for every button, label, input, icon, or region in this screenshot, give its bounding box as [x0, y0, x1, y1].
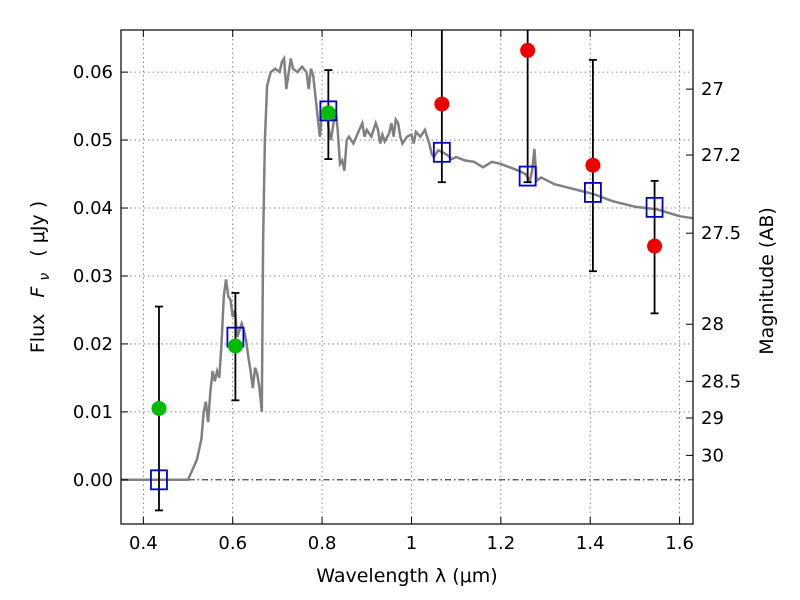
grid — [121, 30, 693, 524]
y-tick-label: 0.02 — [73, 334, 113, 355]
x-tick-label: 1 — [406, 533, 417, 554]
plot-frame — [120, 29, 694, 525]
x-tick-label: 1.6 — [665, 533, 694, 554]
right-tick-label: 27.2 — [701, 145, 741, 166]
right-tick-label: 28.5 — [701, 371, 741, 392]
x-tick-label: 0.4 — [129, 533, 158, 554]
right-tick-label: 29 — [701, 408, 724, 429]
photometry-point — [320, 105, 336, 121]
photometry-point — [151, 400, 167, 416]
y-tick-label: 0.05 — [73, 130, 113, 151]
model-sed-curve — [121, 54, 694, 482]
x-axis-label: Wavelength λ (μm) — [316, 565, 497, 587]
photometry-point — [227, 338, 243, 354]
right-tick-label: 30 — [701, 445, 724, 466]
x-tick-label: 0.6 — [218, 533, 247, 554]
y-tick-label: 0.01 — [73, 402, 113, 423]
y-tick-label: 0.03 — [73, 266, 113, 287]
y-axis-label-unit: ( μJy ) — [27, 201, 49, 257]
plot-area — [121, 54, 694, 482]
model-flux-square — [432, 141, 451, 163]
y-axis-label-subscript: ν — [37, 273, 53, 281]
model-flux-square — [584, 182, 602, 203]
model-flux-square — [645, 196, 664, 218]
x-tick-label: 1.4 — [576, 533, 605, 554]
x-tick-label: 1.2 — [487, 533, 516, 554]
model-flux-square — [150, 469, 168, 491]
right-tick-label: 28 — [701, 314, 724, 335]
photometry-point — [647, 238, 663, 254]
x-tick-label: 0.8 — [308, 533, 337, 554]
y-tick-label: 0.06 — [73, 62, 113, 83]
photometry-point — [520, 42, 536, 58]
photometry-point — [585, 157, 601, 173]
photometry-point — [434, 96, 450, 112]
y-axis-label: Flux F ν ( μJy ) — [27, 201, 54, 353]
data-marks — [150, 30, 664, 512]
right-tick-label: 27.5 — [701, 223, 741, 244]
y-axis-right-label: Magnitude (AB) — [756, 207, 778, 355]
y-axis-label-symbol: F — [27, 286, 49, 298]
y-tick-label: 0.00 — [73, 470, 113, 491]
right-tick-label: 27 — [701, 79, 724, 100]
y-tick-label: 0.04 — [73, 198, 113, 219]
y-axis-label-prefix: Flux — [27, 314, 49, 354]
axis-ticks: 0.4 0.6 0.8 1 1.2 1.4 1.6 0.00 0.01 0.02 0.03 0.04 0… — [73, 30, 741, 554]
model-flux-square — [518, 165, 537, 187]
